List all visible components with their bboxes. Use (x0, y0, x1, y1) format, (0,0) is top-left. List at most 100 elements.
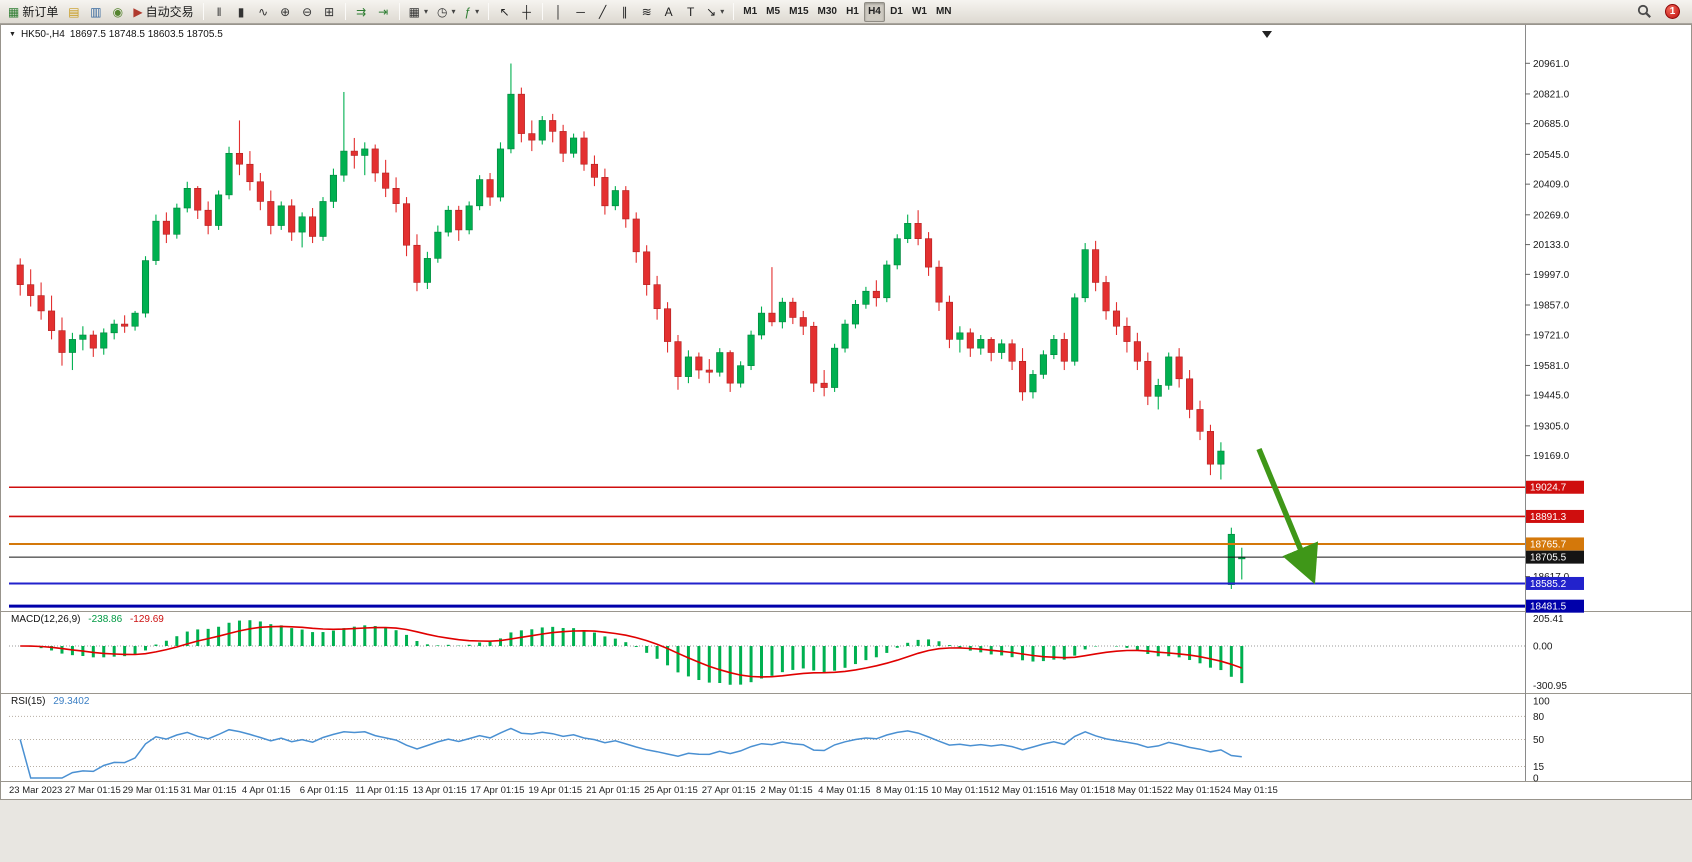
svg-text:20545.0: 20545.0 (1533, 150, 1570, 161)
svg-text:4 May 01:15: 4 May 01:15 (818, 785, 870, 796)
toolbar-separator (202, 3, 204, 20)
chevron-down-icon: ▾ (423, 7, 428, 16)
zoom-in-icon: ⊕ (280, 4, 291, 19)
chart-profiles-icon: ▤ (68, 4, 80, 19)
chart-shift-icon: ⇥ (378, 4, 389, 19)
candlestick-chart-type-button[interactable]: ▮ (231, 2, 252, 22)
timeframe-m30-button-label: M30 (817, 6, 837, 17)
channel-icon: ∥ (621, 4, 628, 19)
cursor-button[interactable]: ↖ (494, 2, 515, 22)
rsi-scale-label: 80 (1533, 712, 1545, 723)
new-chart-dropdown[interactable]: ▦ ▾ (405, 2, 432, 22)
svg-text:4 Apr 01:15: 4 Apr 01:15 (242, 785, 291, 796)
timeframe-m15-button[interactable]: M15 (785, 2, 812, 22)
new-order-button[interactable]: ▦ 新订单 (4, 2, 62, 22)
svg-text:24 May 01:15: 24 May 01:15 (1220, 785, 1278, 796)
timeframe-m1-button-label: M1 (743, 6, 758, 17)
chart-window[interactable]: 20961.0 20821.0 20685.0 20545.0 20409.0 20269… (0, 24, 1692, 800)
timeframe-m30-button[interactable]: M30 (814, 2, 841, 22)
timeframe-m5-button[interactable]: M5 (762, 2, 784, 22)
current-price-line-badge (1526, 550, 1584, 564)
crosshair-button[interactable]: ┼ (516, 2, 537, 22)
bar-chart-type-button[interactable]: ‖ (209, 2, 230, 22)
ohlc-readout: 18697.5 18748.5 18603.5 18705.5 (69, 29, 223, 40)
svg-text:2 May 01:15: 2 May 01:15 (760, 785, 812, 796)
time-axis: 23 Mar 2023 27 Mar 01:15 29 Mar 01:15 31 Ma… (9, 785, 1278, 796)
vertical-line-icon: │ (554, 4, 563, 19)
auto-trading-button[interactable]: ▶ 自动交易 (129, 2, 197, 22)
timeframe-mn-button[interactable]: MN (932, 2, 956, 22)
macd-signal-value: -129.69 (129, 614, 164, 625)
search-icon (1637, 4, 1651, 18)
zoom-in-button[interactable]: ⊕ (275, 2, 296, 22)
chart-profiles-button[interactable]: ▤ (63, 2, 84, 22)
search-button[interactable] (1633, 2, 1656, 22)
rsi-value: 29.3402 (53, 696, 90, 707)
zoom-out-button[interactable]: ⊖ (297, 2, 318, 22)
bar-chart-type-icon: ‖ (216, 4, 222, 19)
text-label-icon: T (687, 4, 695, 19)
candlestick-chart-type-icon: ▮ (237, 4, 245, 19)
chart-shift-button[interactable]: ⇥ (373, 2, 394, 22)
timeframe-h4-button[interactable]: H4 (863, 1, 885, 22)
arrows-dropdown[interactable]: ↘ ▾ (702, 2, 728, 22)
rsi-line (19, 727, 1242, 779)
line-chart-type-icon: ∿ (258, 4, 269, 19)
shift-end-marker[interactable] (1262, 31, 1272, 38)
horizontal-line-button[interactable]: ─ (570, 2, 591, 22)
svg-text:12 May 01:15: 12 May 01:15 (989, 785, 1047, 796)
macd-scale-label: 205.41 (1533, 614, 1564, 625)
fibonacci-button[interactable]: ≋ (636, 2, 657, 22)
svg-text:10 May 01:15: 10 May 01:15 (931, 785, 989, 796)
timeframe-w1-button[interactable]: W1 (908, 2, 931, 22)
rsi-indicator-label: RSI(15) 29.3402 (11, 696, 89, 707)
notification-badge[interactable]: 1 (1665, 4, 1680, 19)
svg-text:6 Apr 01:15: 6 Apr 01:15 (300, 785, 349, 796)
rsi-scale-label: 50 (1533, 735, 1545, 746)
channel-button[interactable]: ∥ (614, 2, 635, 22)
trendline-button[interactable]: ╱ (592, 2, 613, 22)
breakout-line-18765-badge (1526, 537, 1584, 551)
text-button[interactable]: A (658, 2, 679, 22)
market-watch-button[interactable]: ▥ (85, 2, 106, 22)
indicators-dropdown[interactable]: ƒ ▾ (460, 2, 483, 22)
svg-text:21 Apr 01:15: 21 Apr 01:15 (586, 785, 640, 796)
svg-text:18481.5: 18481.5 (1530, 602, 1567, 613)
periods-dropdown[interactable]: ◷ ▾ (433, 2, 460, 22)
chevron-down-icon: ▾ (451, 7, 456, 16)
timeframe-h1-button[interactable]: H1 (842, 2, 863, 22)
svg-text:22 May 01:15: 22 May 01:15 (1162, 785, 1220, 796)
vertical-line-button[interactable]: │ (548, 2, 569, 22)
timeframe-m15-button-label: M15 (789, 6, 809, 17)
rsi-name: RSI(15) (11, 696, 46, 707)
svg-text:18 May 01:15: 18 May 01:15 (1105, 785, 1163, 796)
auto-scroll-button[interactable]: ⇉ (351, 2, 372, 22)
periods-icon: ◷ (436, 4, 448, 19)
line-chart-type-button[interactable]: ∿ (253, 2, 274, 22)
timeframe-d1-button[interactable]: D1 (886, 2, 907, 22)
tile-windows-button[interactable]: ⊞ (319, 2, 340, 22)
indicators-icon: ƒ (464, 4, 472, 19)
timeframe-d1-button-label: D1 (890, 6, 903, 17)
timeframe-m1-button[interactable]: M1 (739, 2, 761, 22)
resistance-line-19024-badge (1526, 480, 1584, 494)
svg-text:20961.0: 20961.0 (1533, 59, 1570, 70)
new-chart-icon: ▦ (408, 4, 420, 19)
annotation-arrow[interactable] (1256, 447, 1319, 585)
collapse-icon[interactable]: ▼ (9, 31, 16, 38)
svg-text:18891.3: 18891.3 (1530, 512, 1567, 523)
macd-scale-label: -300.95 (1533, 681, 1567, 692)
macd-signal-line (20, 625, 1243, 678)
fibonacci-icon: ≋ (641, 4, 652, 19)
svg-text:27 Apr 01:15: 27 Apr 01:15 (702, 785, 756, 796)
new-order-icon: ▦ (8, 4, 20, 19)
support-line-18585-badge (1526, 576, 1584, 590)
chart-canvas[interactable]: 20961.0 20821.0 20685.0 20545.0 20409.0 20269… (1, 25, 1692, 801)
timeframe-mn-button-label: MN (935, 6, 952, 17)
text-label-button[interactable]: T (680, 2, 701, 22)
rsi-scale-label: 15 (1533, 762, 1545, 773)
support-line-18481-badge (1526, 599, 1584, 613)
svg-text:20685.0: 20685.0 (1533, 119, 1570, 130)
timeframe-m5-button-label: M5 (766, 6, 781, 17)
data-window-button[interactable]: ◉ (107, 2, 128, 22)
